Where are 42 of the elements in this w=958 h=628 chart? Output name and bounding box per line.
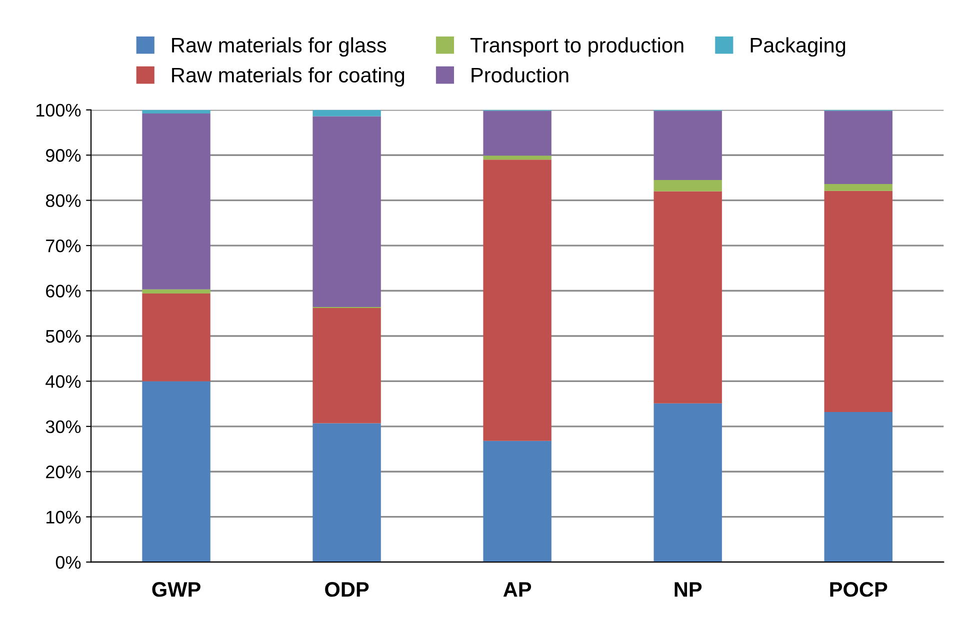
y-tick-label: 100% xyxy=(36,104,81,117)
bar xyxy=(483,156,552,160)
bar xyxy=(142,293,210,382)
bar xyxy=(824,412,892,562)
bar xyxy=(142,289,210,294)
bar xyxy=(654,180,722,192)
bar xyxy=(654,403,722,562)
y-tick-label: 30% xyxy=(46,420,81,434)
x-tick-label: ODP xyxy=(325,582,369,597)
x-tick-label: AP xyxy=(503,582,532,597)
bar xyxy=(142,381,210,562)
x-tick-label: POCP xyxy=(830,582,888,597)
y-tick-label: 10% xyxy=(46,510,81,524)
y-tick-label: 0% xyxy=(56,556,81,569)
y-tick-label: 90% xyxy=(46,149,81,162)
legend-label: Raw materials for coating xyxy=(172,67,404,87)
x-tick-label: GWP xyxy=(152,582,200,597)
legend-label: Production xyxy=(472,67,568,83)
bar xyxy=(483,110,552,156)
bar xyxy=(654,191,722,404)
legend-label: Packaging xyxy=(750,37,846,57)
bar xyxy=(824,110,892,184)
y-tick-label: 70% xyxy=(46,239,81,252)
y-tick-label: 60% xyxy=(46,284,81,298)
bar xyxy=(824,190,892,412)
y-tick-label: 80% xyxy=(46,194,81,208)
bar xyxy=(142,114,210,290)
y-tick-label: 20% xyxy=(46,466,81,478)
bar xyxy=(142,110,210,114)
bar xyxy=(483,440,552,562)
bar xyxy=(654,110,722,180)
bar xyxy=(483,160,552,441)
bar xyxy=(824,184,892,191)
bar xyxy=(312,110,381,116)
legend-label: Transport to production xyxy=(470,37,684,57)
legend-label: Raw materials for glass xyxy=(172,37,386,57)
bar xyxy=(312,116,381,308)
bar xyxy=(312,423,381,562)
y-tick-label: 40% xyxy=(46,375,81,388)
y-tick-label: 50% xyxy=(46,330,81,343)
bar xyxy=(312,308,381,424)
x-tick-label: NP xyxy=(674,582,702,597)
